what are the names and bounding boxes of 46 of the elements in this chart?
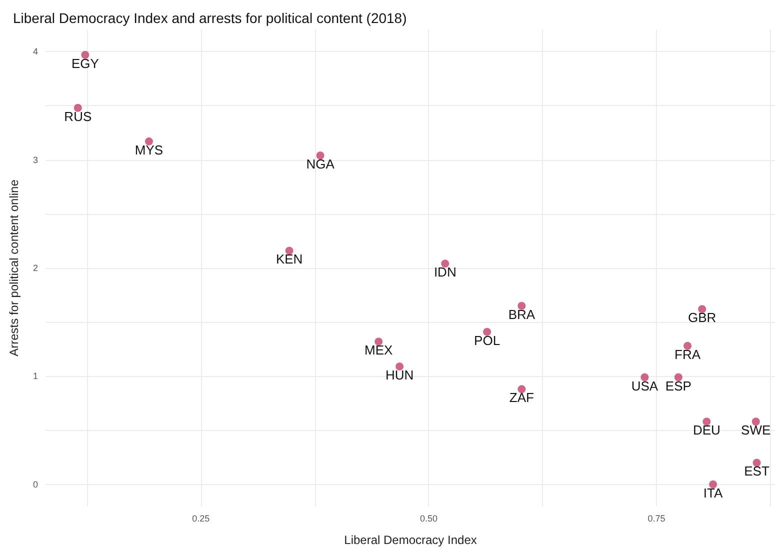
annotation: NGA bbox=[306, 156, 335, 172]
annotation: ZAF bbox=[509, 390, 534, 406]
point bbox=[441, 260, 450, 268]
annotation: MYS bbox=[134, 142, 164, 158]
point bbox=[518, 302, 526, 310]
x-tick-label: 0.25 bbox=[192, 514, 210, 524]
annotation: EGY bbox=[71, 56, 100, 71]
point bbox=[709, 480, 718, 488]
point bbox=[640, 373, 649, 382]
annotation: DEU bbox=[692, 422, 720, 438]
point bbox=[316, 151, 324, 160]
chart-title: Liberal Democracy Index and arrests for political content (2018) bbox=[13, 10, 407, 26]
annotation: GBR bbox=[688, 310, 716, 326]
x-axis-title: Liberal Democracy Index bbox=[344, 533, 477, 547]
annotation: ESP bbox=[665, 378, 692, 394]
y-axis-title: Arrests for political content online bbox=[7, 179, 21, 356]
y-tick-label: 2 bbox=[32, 263, 38, 273]
x-tick-label: 0.50 bbox=[420, 514, 438, 524]
annotation: SWE bbox=[741, 422, 771, 438]
point bbox=[684, 342, 692, 350]
annotation: EST bbox=[744, 464, 770, 479]
point bbox=[81, 50, 90, 59]
x-tick-label: 0.75 bbox=[648, 514, 666, 524]
y-tick-label: 4 bbox=[32, 46, 38, 57]
point bbox=[702, 418, 711, 426]
point bbox=[674, 373, 682, 382]
point bbox=[483, 328, 492, 336]
annotation: MEX bbox=[364, 342, 394, 358]
annotation: RUS bbox=[64, 108, 92, 124]
point bbox=[518, 385, 526, 394]
annotation: BRA bbox=[508, 306, 536, 322]
annotation: KEN bbox=[276, 252, 303, 267]
annotation: FRA bbox=[674, 346, 701, 362]
annotation: HUN bbox=[385, 367, 414, 382]
y-tick-label: 1 bbox=[32, 371, 38, 382]
annotation: IDN bbox=[434, 264, 456, 280]
point bbox=[396, 362, 404, 370]
y-tick-label: 3 bbox=[32, 154, 38, 165]
point bbox=[374, 338, 383, 346]
annotation: POL bbox=[474, 332, 500, 348]
point bbox=[285, 246, 294, 255]
y-tick-label: 0 bbox=[32, 479, 38, 490]
annotation: USA bbox=[631, 378, 658, 394]
point bbox=[74, 104, 82, 112]
annotation: ITA bbox=[703, 485, 723, 500]
point bbox=[144, 137, 153, 146]
